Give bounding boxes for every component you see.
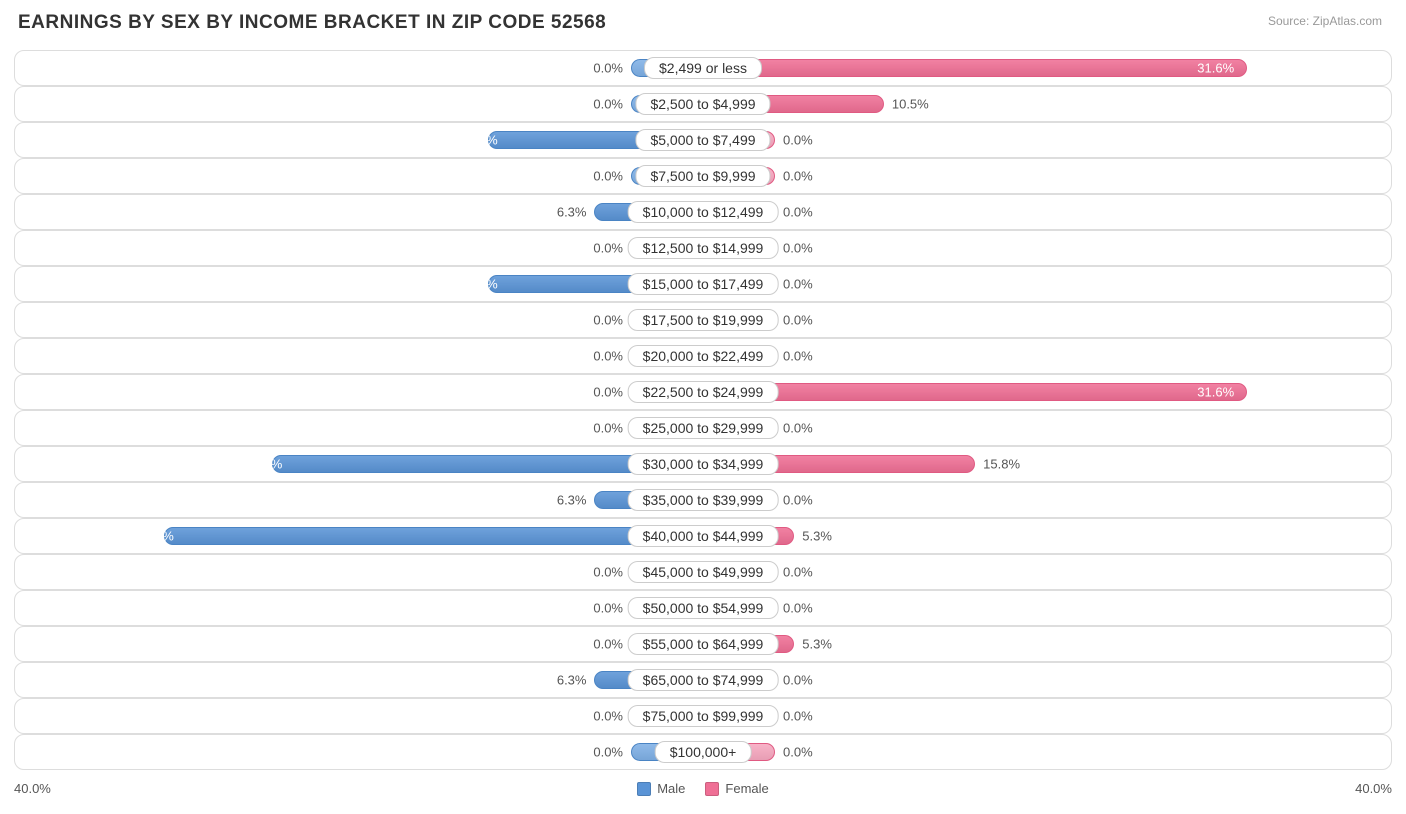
pct-male: 0.0% [593, 421, 623, 436]
pct-male: 0.0% [593, 601, 623, 616]
pct-male: 0.0% [593, 169, 623, 184]
pct-female: 0.0% [783, 205, 813, 220]
chart-row: $75,000 to $99,999 0.0% 0.0% [14, 698, 1392, 734]
legend-swatch-male [637, 782, 651, 796]
pct-male: 0.0% [593, 385, 623, 400]
chart-row: $22,500 to $24,999 0.0% 31.6% [14, 374, 1392, 410]
chart-row: $15,000 to $17,499 12.5% 0.0% [14, 266, 1392, 302]
axis-right-label: 40.0% [1355, 781, 1392, 796]
pct-male: 25.0% [246, 457, 283, 472]
pct-male: 0.0% [593, 241, 623, 256]
chart-row: $65,000 to $74,999 6.3% 0.0% [14, 662, 1392, 698]
pct-male: 0.0% [593, 97, 623, 112]
pct-male: 0.0% [593, 637, 623, 652]
pct-male: 6.3% [557, 673, 587, 688]
pct-male: 0.0% [593, 313, 623, 328]
pct-female: 0.0% [783, 277, 813, 292]
pct-female: 0.0% [783, 313, 813, 328]
pct-female: 0.0% [783, 709, 813, 724]
pct-male: 0.0% [593, 709, 623, 724]
pct-female: 5.3% [802, 637, 832, 652]
chart-row: $7,500 to $9,999 0.0% 0.0% [14, 158, 1392, 194]
bracket-label: $5,000 to $7,499 [635, 129, 770, 151]
bracket-label: $15,000 to $17,499 [628, 273, 779, 295]
pct-female: 0.0% [783, 745, 813, 760]
pct-female: 10.5% [892, 97, 929, 112]
pct-male: 6.3% [557, 493, 587, 508]
pct-female: 31.6% [1197, 385, 1234, 400]
chart-row: $10,000 to $12,499 6.3% 0.0% [14, 194, 1392, 230]
pct-female: 15.8% [983, 457, 1020, 472]
axis-left-label: 40.0% [14, 781, 51, 796]
chart-row: $12,500 to $14,999 0.0% 0.0% [14, 230, 1392, 266]
chart-row: $50,000 to $54,999 0.0% 0.0% [14, 590, 1392, 626]
pct-male: 31.3% [137, 529, 174, 544]
bar-male [164, 527, 703, 545]
bracket-label: $20,000 to $22,499 [628, 345, 779, 367]
bracket-label: $55,000 to $64,999 [628, 633, 779, 655]
legend: Male Female [637, 781, 769, 796]
bracket-label: $30,000 to $34,999 [628, 453, 779, 475]
axis-footer: 40.0% Male Female 40.0% [14, 781, 1392, 796]
bracket-label: $40,000 to $44,999 [628, 525, 779, 547]
pct-female: 0.0% [783, 133, 813, 148]
chart-row: $45,000 to $49,999 0.0% 0.0% [14, 554, 1392, 590]
chart-title: EARNINGS BY SEX BY INCOME BRACKET IN ZIP… [0, 0, 1406, 34]
pct-female: 0.0% [783, 565, 813, 580]
pct-male: 0.0% [593, 565, 623, 580]
pct-male: 6.3% [557, 205, 587, 220]
bracket-label: $50,000 to $54,999 [628, 597, 779, 619]
pct-female: 0.0% [783, 169, 813, 184]
bracket-label: $35,000 to $39,999 [628, 489, 779, 511]
bracket-label: $75,000 to $99,999 [628, 705, 779, 727]
pct-female: 31.6% [1197, 61, 1234, 76]
pct-female: 0.0% [783, 349, 813, 364]
chart-row: $17,500 to $19,999 0.0% 0.0% [14, 302, 1392, 338]
diverging-bar-chart: $2,499 or less 0.0% 31.6% $2,500 to $4,999 0… [14, 50, 1392, 768]
bracket-label: $45,000 to $49,999 [628, 561, 779, 583]
chart-row: $20,000 to $22,499 0.0% 0.0% [14, 338, 1392, 374]
chart-row: $5,000 to $7,499 12.5% 0.0% [14, 122, 1392, 158]
chart-row: $35,000 to $39,999 6.3% 0.0% [14, 482, 1392, 518]
bracket-label: $17,500 to $19,999 [628, 309, 779, 331]
bracket-label: $7,500 to $9,999 [635, 165, 770, 187]
chart-row: $30,000 to $34,999 25.0% 15.8% [14, 446, 1392, 482]
pct-female: 0.0% [783, 601, 813, 616]
chart-row: $25,000 to $29,999 0.0% 0.0% [14, 410, 1392, 446]
pct-male: 0.0% [593, 61, 623, 76]
bracket-label: $10,000 to $12,499 [628, 201, 779, 223]
bracket-label: $22,500 to $24,999 [628, 381, 779, 403]
chart-row: $40,000 to $44,999 31.3% 5.3% [14, 518, 1392, 554]
chart-row: $2,499 or less 0.0% 31.6% [14, 50, 1392, 86]
legend-label-male: Male [657, 781, 685, 796]
legend-swatch-female [705, 782, 719, 796]
bracket-label: $25,000 to $29,999 [628, 417, 779, 439]
bracket-label: $2,500 to $4,999 [635, 93, 770, 115]
legend-item-female: Female [705, 781, 768, 796]
bar-female [703, 383, 1247, 401]
chart-row: $100,000+ 0.0% 0.0% [14, 734, 1392, 770]
pct-female: 0.0% [783, 421, 813, 436]
bracket-label: $2,499 or less [644, 57, 762, 79]
legend-label-female: Female [725, 781, 768, 796]
pct-female: 5.3% [802, 529, 832, 544]
pct-female: 0.0% [783, 673, 813, 688]
chart-row: $55,000 to $64,999 0.0% 5.3% [14, 626, 1392, 662]
pct-male: 12.5% [461, 277, 498, 292]
chart-row: $2,500 to $4,999 0.0% 10.5% [14, 86, 1392, 122]
bar-female [703, 59, 1247, 77]
pct-female: 0.0% [783, 241, 813, 256]
bracket-label: $65,000 to $74,999 [628, 669, 779, 691]
pct-male: 0.0% [593, 745, 623, 760]
source-attribution: Source: ZipAtlas.com [1268, 14, 1382, 28]
pct-female: 0.0% [783, 493, 813, 508]
pct-male: 0.0% [593, 349, 623, 364]
legend-item-male: Male [637, 781, 685, 796]
bracket-label: $100,000+ [655, 741, 752, 763]
pct-male: 12.5% [461, 133, 498, 148]
bracket-label: $12,500 to $14,999 [628, 237, 779, 259]
